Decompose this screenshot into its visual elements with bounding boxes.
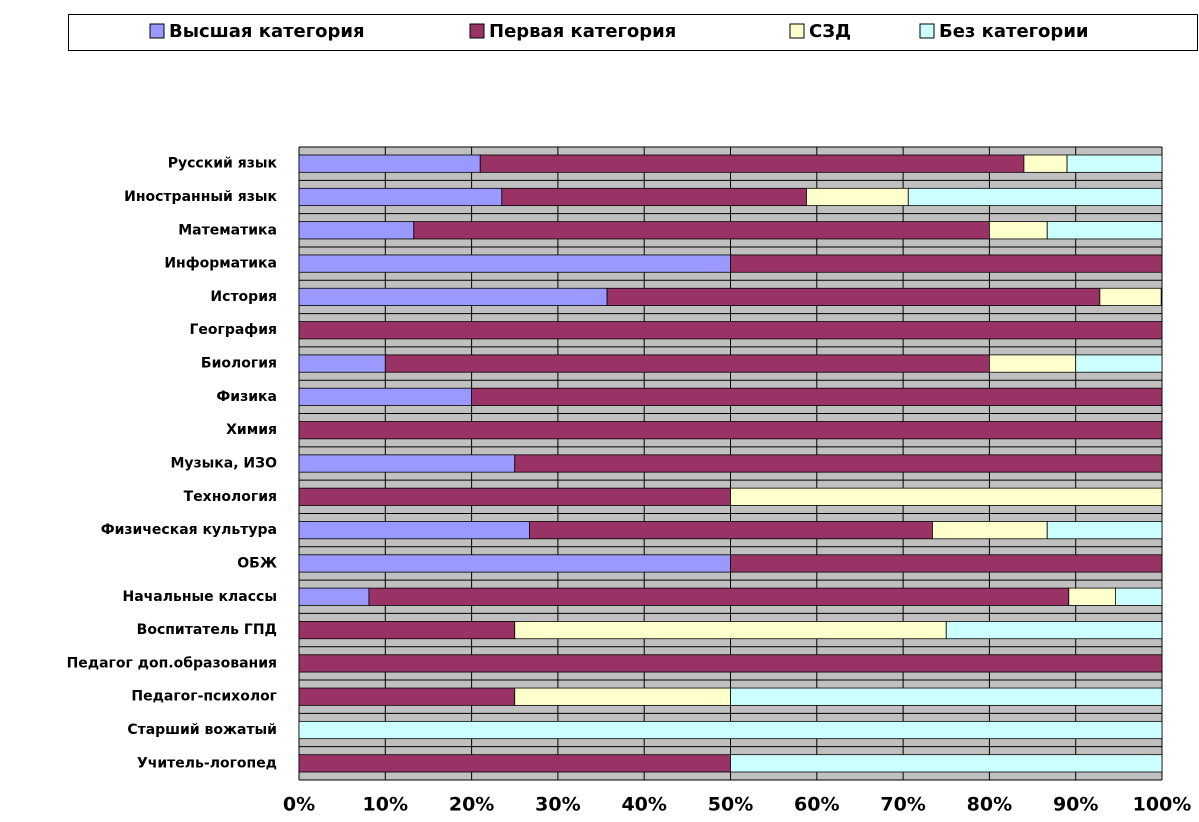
x-tick-label: 20% [449, 794, 494, 816]
x-tick-label: 60% [794, 794, 839, 816]
y-tick-label: Биология [201, 356, 277, 372]
bar-segment [730, 254, 1163, 273]
legend-swatch [919, 23, 935, 39]
bar-segment [384, 354, 990, 373]
x-tick-label: 10% [363, 794, 408, 816]
bar-segment [514, 621, 947, 640]
bar-segment [730, 554, 1163, 573]
bar-segment [501, 187, 807, 207]
bar-segment [298, 354, 386, 373]
y-tick-label: История [210, 289, 277, 305]
legend-label: Высшая категория [169, 21, 365, 42]
x-tick-label: 0% [283, 794, 315, 816]
bar-segment [298, 687, 516, 706]
bar-segment [1023, 154, 1068, 173]
bar-segment [298, 321, 1163, 340]
x-tick-label: 100% [1133, 794, 1192, 816]
bar-segment [368, 587, 1070, 606]
x-tick-label: 90% [1053, 794, 1098, 816]
bar-segment [298, 521, 530, 540]
bar-segment [298, 621, 516, 640]
x-tick-label: 80% [967, 794, 1012, 816]
bar-segment [730, 754, 1163, 773]
bar-segment [298, 154, 481, 173]
bar-segment [298, 221, 415, 240]
bar-segment [413, 221, 990, 240]
y-tick-label: Физика [216, 389, 277, 405]
bar-segment [1066, 154, 1163, 173]
y-tick-label: Начальные классы [123, 589, 278, 605]
bar-segment [730, 487, 1163, 506]
bar-segment [1068, 587, 1116, 606]
legend-label: СЗД [809, 21, 851, 42]
y-tick-label: Учитель-логопед [137, 755, 277, 771]
y-tick-label: Технология [184, 489, 277, 505]
bar-segment [298, 654, 1163, 673]
x-tick-label: 70% [880, 794, 925, 816]
bar-segment [1075, 354, 1163, 373]
bar-segment [806, 187, 909, 207]
y-tick-label: Математика [178, 222, 277, 238]
bar-segment [298, 720, 1163, 740]
y-tick-label: Педагог-психолог [131, 689, 277, 705]
bar-segment [1046, 221, 1163, 240]
y-tick-label: Старший вожатый [127, 722, 277, 738]
y-tick-label: Физическая культура [101, 522, 277, 538]
y-tick-label: Русский язык [168, 156, 278, 172]
legend-swatch [789, 23, 805, 39]
bar-segment [298, 287, 608, 306]
bar-segment [471, 387, 1163, 406]
bar-segment [298, 421, 1163, 440]
legend-label: Первая категория [489, 21, 676, 42]
y-tick-label: География [189, 322, 277, 338]
bar-segment [298, 487, 731, 506]
y-tick-label: Информатика [164, 256, 277, 272]
legend-swatch [149, 23, 165, 39]
bar-segment [298, 754, 731, 773]
y-tick-label: Иностранный язык [124, 189, 277, 205]
legend-label: Без категории [939, 21, 1089, 42]
x-tick-label: 50% [708, 794, 753, 816]
bar-segment [989, 354, 1077, 373]
bar-segment [298, 187, 503, 207]
bar-segment [1114, 587, 1163, 606]
bar-segment [1099, 287, 1162, 306]
bar-segment [932, 521, 1048, 540]
bar-segment [1046, 521, 1163, 540]
legend-box [68, 14, 1198, 51]
bar-segment [945, 621, 1163, 640]
y-tick-label: Педагог доп.образования [67, 655, 277, 671]
bar-segment [514, 687, 731, 706]
y-tick-label: ОБЖ [237, 555, 277, 571]
bar-segment [298, 587, 370, 606]
bar-segment [298, 554, 731, 573]
y-tick-label: Музыка, ИЗО [170, 456, 277, 472]
bar-segment [514, 454, 1163, 473]
bar-segment [298, 454, 516, 473]
y-tick-label: Воспитатель ГПД [137, 622, 277, 638]
bar-segment [529, 521, 933, 540]
x-tick-label: 30% [535, 794, 580, 816]
x-tick-label: 40% [621, 794, 666, 816]
bar-segment [479, 154, 1025, 173]
y-tick-label: Химия [226, 422, 277, 438]
bar-segment [298, 254, 731, 273]
bar-segment [298, 387, 473, 406]
bar-segment [606, 287, 1101, 306]
bar-segment [730, 687, 1163, 706]
bar-segment [907, 187, 1163, 207]
legend-swatch [469, 23, 485, 39]
bar-segment [989, 221, 1048, 240]
